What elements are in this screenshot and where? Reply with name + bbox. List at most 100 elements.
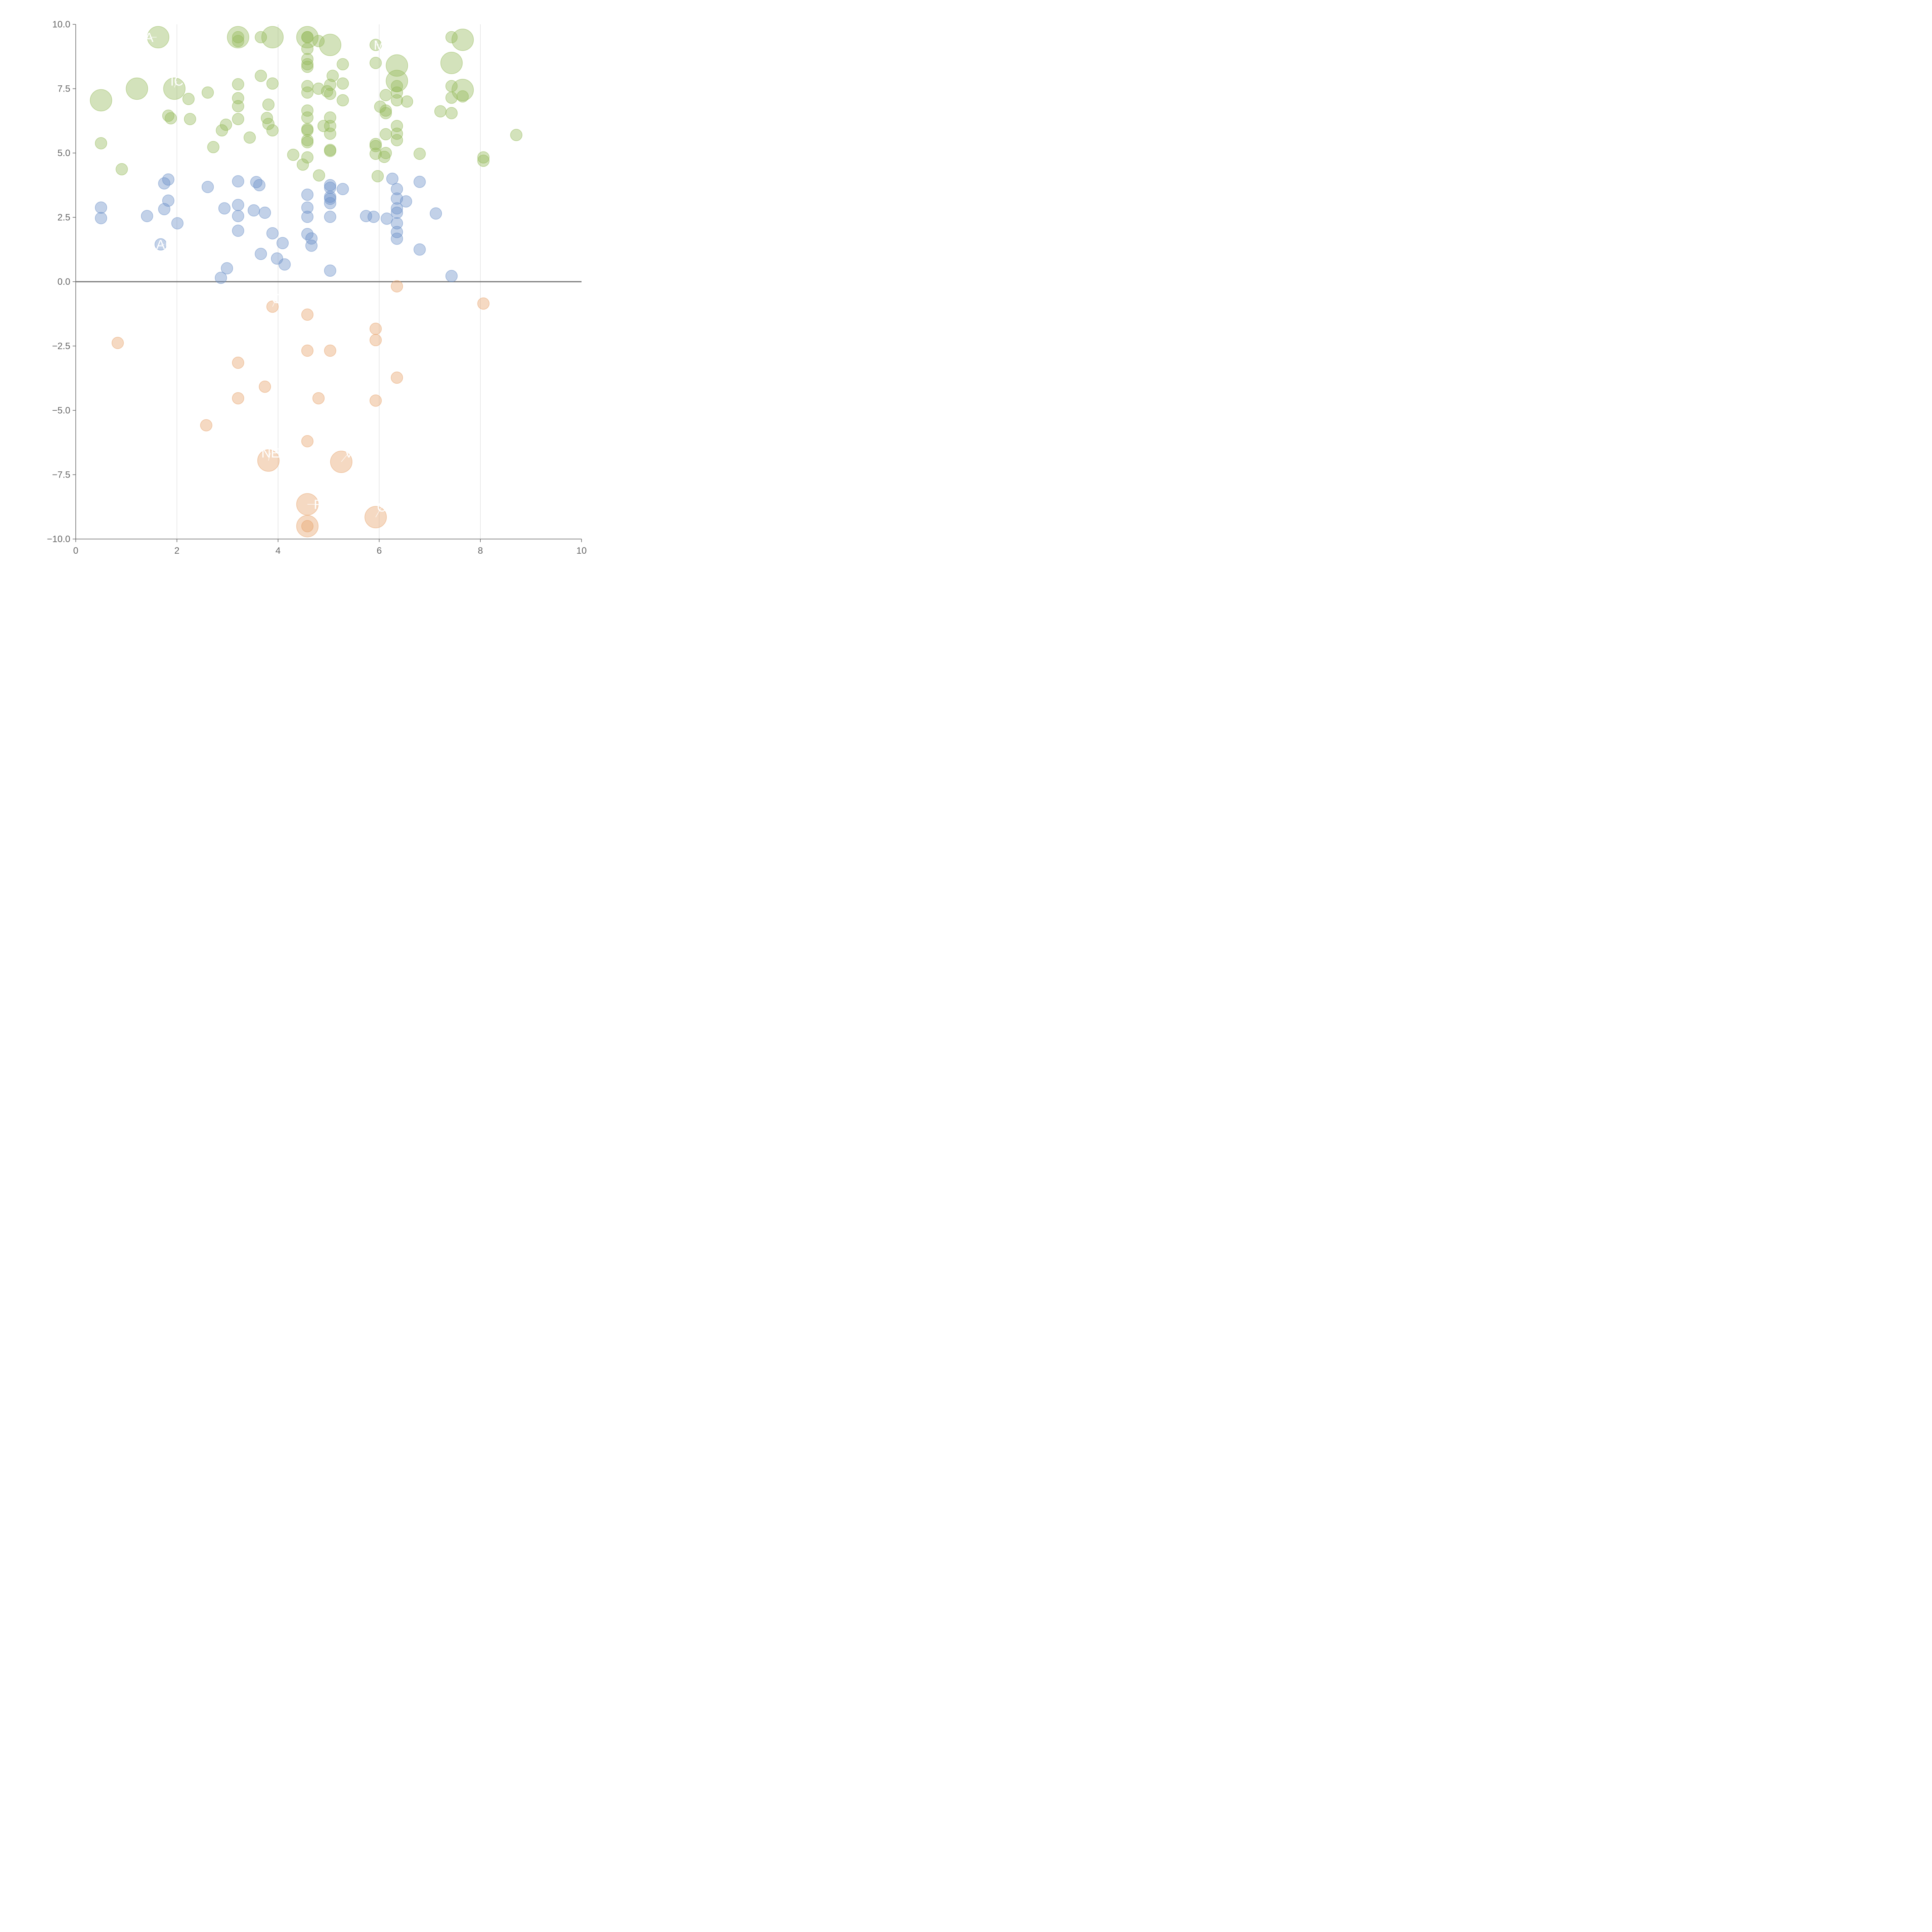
data-point [337, 77, 349, 90]
data-point [262, 99, 275, 111]
y-tick-label: −10.0 [47, 534, 70, 544]
data-point [158, 177, 170, 190]
x-tick-label: 10 [577, 546, 587, 556]
data-point [367, 211, 380, 223]
data-point [301, 211, 314, 223]
y-tick-label: 5.0 [58, 148, 70, 158]
x-tick-label: 6 [377, 546, 382, 556]
annotation-label: V [345, 446, 354, 461]
data-point [95, 201, 107, 214]
data-point [266, 227, 279, 240]
annotations: A IC M AL NE V R C C [145, 30, 386, 517]
annotation-label: C [272, 291, 281, 306]
data-point [95, 137, 107, 150]
data-point [301, 308, 314, 321]
data-point [296, 158, 309, 171]
data-point [266, 124, 279, 137]
data-point [259, 380, 271, 393]
data-point [221, 262, 233, 275]
data-point [391, 94, 403, 107]
data-point [391, 280, 403, 293]
data-point [163, 77, 186, 100]
x-tick-label: 2 [174, 546, 179, 556]
data-point [391, 183, 403, 195]
data-points [90, 26, 522, 537]
data-point [324, 192, 337, 205]
data-point [430, 207, 442, 220]
data-point [301, 189, 314, 201]
data-point [301, 58, 314, 70]
data-point [158, 203, 170, 215]
data-point [391, 371, 403, 384]
data-point [266, 77, 279, 90]
data-point [324, 88, 337, 100]
annotation-label: IC [170, 74, 184, 89]
data-point [324, 182, 337, 194]
y-tick-label: 2.5 [58, 213, 70, 223]
data-point [232, 78, 244, 90]
annotation-label: M [374, 38, 384, 53]
data-point [278, 258, 291, 271]
annotation-leader [375, 507, 382, 517]
data-point [255, 248, 267, 260]
annotation-label: AL [156, 237, 172, 252]
x-tick-label: 0 [73, 546, 78, 556]
data-point [477, 155, 490, 167]
y-tick-label: 0.0 [58, 277, 70, 287]
data-point [232, 100, 244, 112]
data-point [371, 170, 384, 182]
data-point [391, 233, 403, 245]
data-point [301, 111, 314, 124]
data-point [111, 337, 124, 349]
data-point [477, 297, 490, 310]
data-point [312, 392, 325, 405]
data-point [379, 104, 392, 117]
data-point [232, 113, 244, 125]
data-point [324, 128, 337, 140]
data-point [440, 52, 463, 74]
data-point [259, 206, 271, 219]
data-point [445, 107, 458, 119]
data-point [324, 211, 337, 223]
data-point [232, 224, 244, 237]
data-point [126, 77, 148, 100]
data-point [248, 204, 260, 217]
data-point [232, 210, 244, 222]
data-point [262, 117, 275, 130]
data-point [379, 107, 392, 119]
x-tick-label: 8 [478, 546, 483, 556]
data-point [90, 89, 112, 112]
data-point [413, 175, 426, 188]
data-point [391, 217, 403, 230]
data-point [287, 148, 299, 161]
data-point [413, 243, 426, 256]
data-point [379, 89, 392, 101]
data-point [324, 344, 337, 357]
axes: 10.0 7.5 5.0 2.5 0.0 −2.5 −5.0 −7.5 −10.00 2 4 6 8 10 [47, 19, 587, 556]
data-point [301, 104, 314, 117]
annotation-label: R [314, 497, 323, 512]
data-point [243, 131, 256, 144]
data-point [232, 199, 244, 211]
data-point [456, 90, 469, 103]
data-point [301, 435, 314, 447]
data-point [305, 232, 318, 245]
data-point [337, 94, 349, 107]
data-point [324, 111, 337, 124]
data-point [324, 145, 337, 157]
data-point [261, 26, 284, 49]
data-point [391, 192, 403, 205]
data-point [324, 197, 337, 209]
x-tick-label: 4 [276, 546, 281, 556]
data-point [214, 272, 227, 284]
data-point [261, 112, 273, 124]
data-point [413, 148, 426, 160]
data-point [445, 92, 458, 104]
data-point [165, 112, 177, 124]
data-point [445, 80, 458, 92]
data-point [386, 54, 408, 77]
data-point [312, 35, 325, 48]
y-tick-label: 10.0 [52, 19, 70, 30]
data-point [182, 93, 195, 105]
data-point [141, 210, 153, 222]
